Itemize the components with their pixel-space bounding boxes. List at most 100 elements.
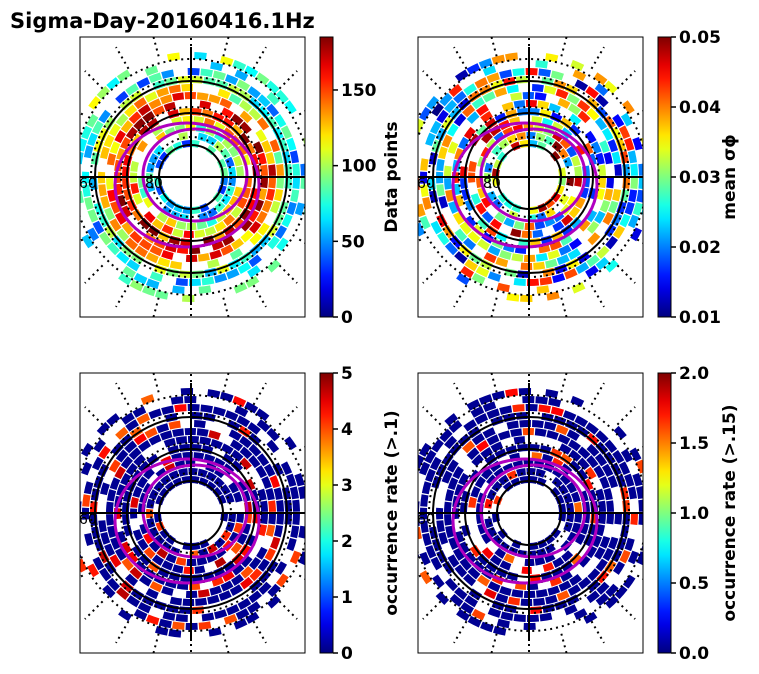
heat-cell [289,550,301,565]
panel-mean-sigma-phi: 60 80 0.01 0.02 0.03 0.04 0.05 mean σϕ [417,28,740,328]
heat-cell [233,155,243,167]
heat-cell [148,540,161,553]
heat-cell [444,514,452,526]
heat-cell [289,150,300,164]
heat-cell [483,252,497,264]
heat-cell [425,132,436,147]
heat-cell [125,83,139,96]
heat-cell [106,178,114,190]
heat-cell [611,151,621,164]
heat-cell [228,177,236,187]
heat-cell [558,194,570,206]
heat-cell [257,488,267,501]
heat-cell [568,124,582,137]
heat-cell [562,410,577,422]
heat-cell [274,114,287,128]
longitude-spoke [222,633,230,653]
heat-cell [129,279,144,292]
heat-cell [128,111,142,124]
heat-cell [491,198,503,210]
heat-cell [574,79,589,92]
heat-cell [230,449,244,462]
heat-cell [482,401,497,412]
heat-cell [148,98,162,110]
heat-cell [132,529,144,541]
heat-cell [602,211,614,226]
heat-cell [460,265,474,279]
heat-cell [188,278,202,286]
heat-cell [125,462,138,476]
heat-cell [495,593,509,604]
heat-cell [126,259,140,272]
heat-cell [537,100,550,110]
heat-cell [548,103,561,114]
heat-cell [66,521,74,534]
heat-cell [620,112,633,127]
heat-cell [467,566,481,580]
colorbar-label: Data points [382,121,402,232]
heat-cell [457,97,471,111]
heat-cell [208,94,221,104]
heat-cell [158,487,170,498]
heat-cell [630,163,638,176]
heat-cell [219,97,233,109]
heat-cell [83,481,94,495]
heat-cell [236,513,244,523]
colorbar-tick-label: 1.0 [679,504,709,524]
heat-cell [474,413,489,425]
heat-cell [481,131,493,144]
heat-cell [286,201,297,216]
heat-cell [100,196,111,209]
heat-cell [119,97,133,111]
heat-cell [482,65,497,76]
heat-cell [239,457,252,471]
heat-cell [452,211,465,225]
heat-cell [419,461,431,476]
heat-cell [467,230,481,244]
heat-cell [168,420,181,430]
heat-cell [222,117,235,129]
heat-cell [96,421,111,436]
heat-cell [234,405,249,418]
heat-cell [206,480,217,492]
heat-cell [485,561,498,573]
heat-cell [481,196,492,209]
heat-cell [148,408,162,420]
heat-cell [585,265,599,278]
heat-cell [247,265,261,278]
latitude-label: 60 [79,176,97,192]
longitude-spoke [298,110,305,116]
heat-cell [487,581,501,593]
heat-cell [558,484,569,496]
heat-cell [446,123,459,137]
heat-cell [606,513,614,525]
heat-cell [273,524,284,538]
heat-cell [577,446,591,460]
heat-cell [236,480,248,492]
longitude-spoke [422,70,442,90]
heat-cell [247,209,260,223]
heat-cell [110,201,121,214]
longitude-spoke [560,373,568,393]
heat-cell [505,388,518,398]
heat-cell [147,561,160,573]
heat-cell [453,90,467,104]
heat-cell [236,533,248,545]
heat-cell [168,629,182,638]
heat-cell [209,585,223,596]
heat-cell [477,574,490,587]
longitude-spoke [46,474,70,480]
heat-cell [165,553,177,564]
heat-cell [212,192,224,203]
heat-cell [122,265,136,279]
heat-cell [87,209,99,223]
heat-cell [266,91,280,106]
heat-cell [258,234,272,248]
longitude-spoke [418,447,422,452]
heat-cell [256,210,268,224]
heat-cell [175,277,188,286]
heat-cell [268,513,276,525]
heat-cell [544,534,556,545]
heat-cell [454,228,468,242]
figure-title: Sigma-Day-20160416.1Hz [10,9,315,33]
